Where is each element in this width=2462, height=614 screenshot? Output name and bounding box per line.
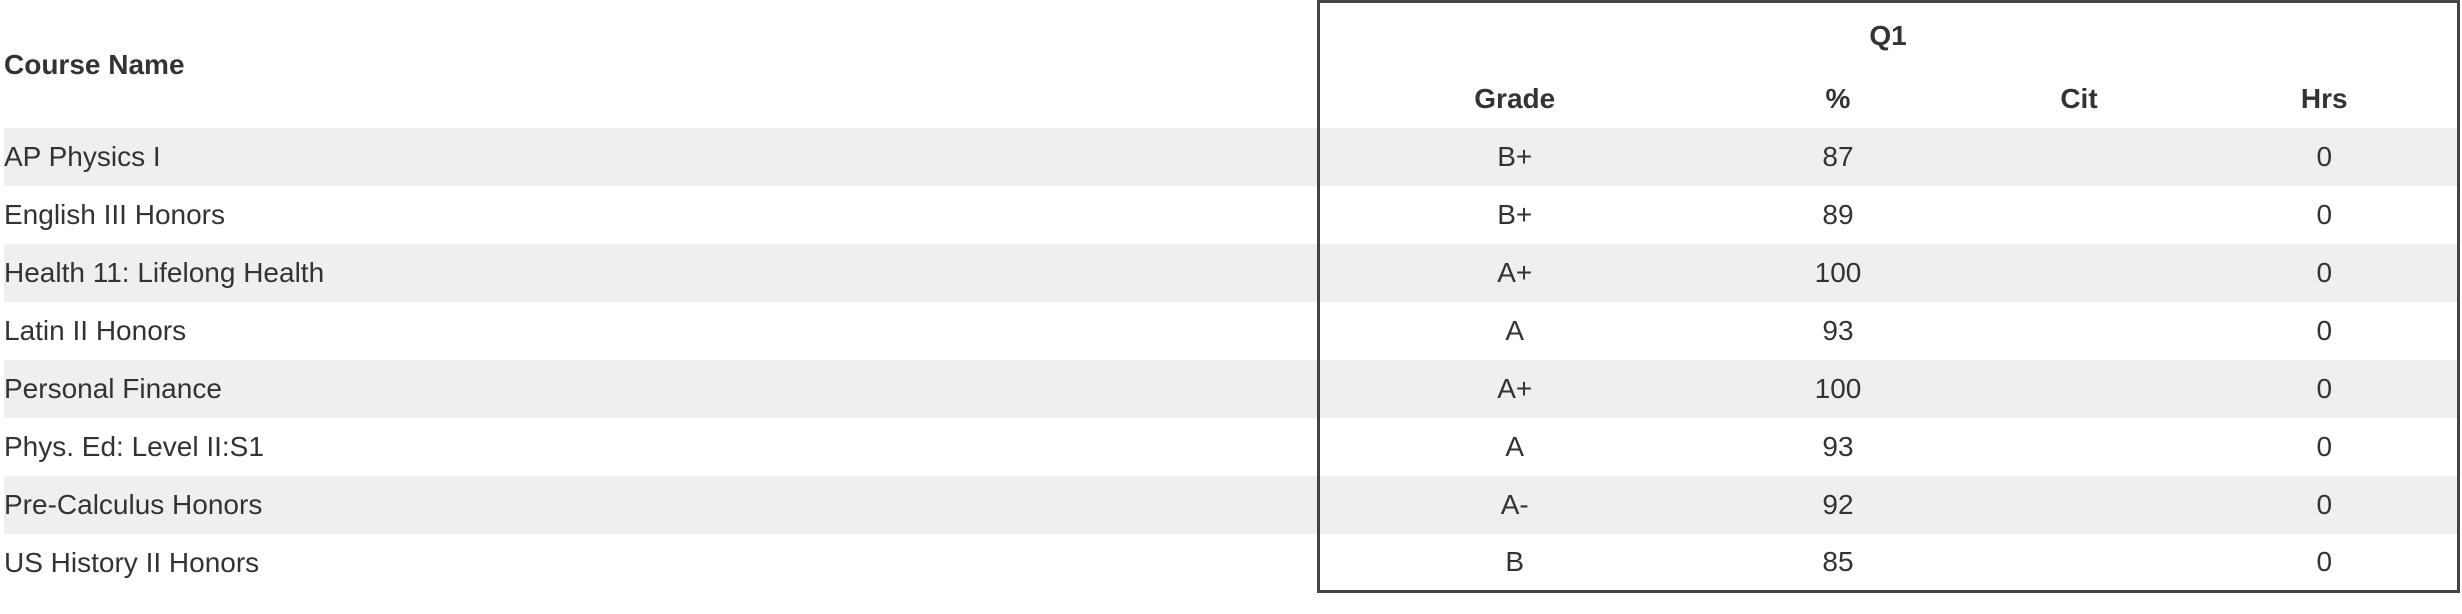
grades-table: Course Name Q1 Grade % Cit Hrs AP Physic… [4,0,2460,593]
hours-cell: 0 [2192,301,2460,360]
course-name-cell[interactable]: Latin II Honors [4,301,1318,360]
percent-cell: 100 [1710,359,1966,418]
header-row-quarter: Course Name Q1 [4,0,2460,80]
table-row: English III Honors B+ 89 0 [4,185,2460,244]
course-name-cell[interactable]: US History II Honors [4,533,1318,592]
table-row: Health 11: Lifelong Health A+ 100 0 [4,243,2460,302]
hours-cell: 0 [2192,127,2460,186]
citizenship-cell [1966,185,2192,244]
table-body: AP Physics I B+ 87 0 English III Honors … [4,127,2460,593]
quarter-header-q1[interactable]: Q1 [1316,0,2460,70]
course-name-cell[interactable]: Pre-Calculus Honors [4,475,1318,534]
hours-cell: 0 [2192,243,2460,302]
course-name-cell[interactable]: Phys. Ed: Level II:S1 [4,417,1318,476]
table-row: Latin II Honors A 93 0 [4,301,2460,360]
percent-cell: 87 [1710,127,1966,186]
grade-cell[interactable]: A+ [1316,243,1710,302]
course-name-cell[interactable]: AP Physics I [4,127,1318,186]
citizenship-cell [1966,417,2192,476]
table-row: Personal Finance A+ 100 0 [4,359,2460,418]
hours-cell: 0 [2192,185,2460,244]
citizenship-column-header: Cit [2060,82,2098,114]
citizenship-cell [1966,127,2192,186]
course-name-cell[interactable]: Health 11: Lifelong Health [4,243,1318,302]
table-row: AP Physics I B+ 87 0 [4,127,2460,186]
percent-cell: 93 [1710,417,1966,476]
percent-cell: 89 [1710,185,1966,244]
citizenship-cell [1966,359,2192,418]
grade-column-header: Grade [1316,69,1710,128]
citizenship-cell [1966,243,2192,302]
citizenship-cell [1966,475,2192,534]
table-row: Phys. Ed: Level II:S1 A 93 0 [4,417,2460,476]
grade-cell[interactable]: A [1316,301,1710,360]
table-header: Course Name Q1 Grade % Cit Hrs [4,0,2460,128]
citizenship-cell [1966,301,2192,360]
hours-cell: 0 [2192,417,2460,476]
grade-cell[interactable]: A [1316,417,1710,476]
course-name-cell[interactable]: English III Honors [4,185,1318,244]
hours-cell: 0 [2192,359,2460,418]
hours-cell: 0 [2192,533,2460,593]
percent-column-header: % [1825,82,1851,114]
hours-cell: 0 [2192,475,2460,534]
hours-column-header: Hrs [2192,69,2460,128]
grade-cell[interactable]: A+ [1316,359,1710,418]
course-name-header: Course Name [4,48,185,80]
grade-cell[interactable]: B+ [1316,185,1710,244]
grade-cell[interactable]: B+ [1316,127,1710,186]
percent-cell: 92 [1710,475,1966,534]
percent-cell: 85 [1710,533,1966,593]
header-row-columns: Grade % Cit Hrs [4,69,2460,128]
percent-cell: 93 [1710,301,1966,360]
grade-cell[interactable]: B [1316,533,1710,593]
percent-cell: 100 [1710,243,1966,302]
grade-cell[interactable]: A- [1316,475,1710,534]
citizenship-cell [1966,533,2192,593]
table-row: US History II Honors B 85 0 [4,533,2460,593]
course-name-cell[interactable]: Personal Finance [4,359,1318,418]
table-row: Pre-Calculus Honors A- 92 0 [4,475,2460,534]
